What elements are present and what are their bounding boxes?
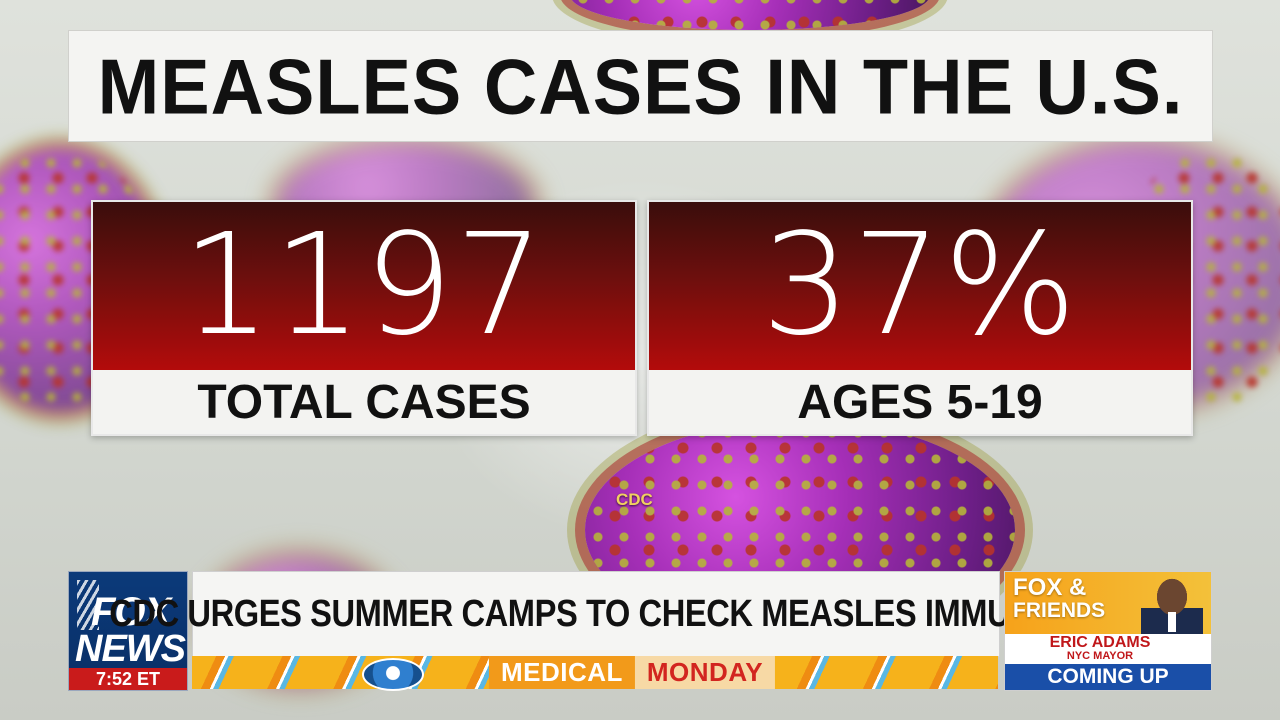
segment-banner: MEDICAL MONDAY — [192, 656, 998, 691]
stat-value-panel: 37% — [649, 202, 1191, 370]
coming-up-promo: FOX & FRIENDS ERIC ADAMS NYC MAYOR COMIN… — [1004, 571, 1212, 691]
stat-value-panel: 1197 — [93, 202, 635, 370]
logo-news-text: NEWS — [75, 628, 186, 670]
promo-show-panel: FOX & FRIENDS — [1005, 572, 1211, 634]
graphic-title-bar: MEASLES CASES IN THE U.S. — [68, 30, 1213, 142]
show-name-line1: FOX & — [1013, 574, 1087, 601]
guest-name: ERIC ADAMS — [1049, 634, 1151, 651]
guest-portrait — [1141, 576, 1203, 634]
guest-title: NYC MAYOR — [1066, 650, 1134, 662]
globe-icon — [362, 658, 424, 691]
stat-label: TOTAL CASES — [197, 375, 531, 429]
fox-news-logo: FOX NEWS 7:52 ET — [68, 571, 188, 691]
graphic-title: MEASLES CASES IN THE U.S. — [97, 42, 1184, 130]
headline-bar: CDC URGES SUMMER CAMPS TO CHECK MEASLES … — [109, 571, 1083, 657]
coming-up-tag: COMING UP — [1005, 664, 1211, 690]
segment-word-monday: MONDAY — [634, 656, 776, 689]
stat-label-panel: TOTAL CASES — [93, 370, 635, 434]
stat-label-panel: AGES 5-19 — [649, 370, 1191, 434]
logo-stripes-icon — [77, 580, 99, 630]
segment-word-medical: MEDICAL — [488, 656, 635, 689]
stat-card-total-cases: 1197 TOTAL CASES — [91, 200, 637, 436]
stat-value: 1197 — [181, 204, 547, 367]
clock-time: 7:52 ET — [69, 668, 187, 690]
stat-label: AGES 5-19 — [797, 375, 1043, 429]
headline-text: CDC URGES SUMMER CAMPS TO CHECK MEASLES … — [109, 592, 1083, 635]
show-name-line2: FRIENDS — [1013, 599, 1106, 622]
stat-card-ages: 37% AGES 5-19 — [647, 200, 1193, 436]
stat-value: 37% — [761, 204, 1079, 367]
segment-badge: MEDICAL MONDAY — [488, 656, 776, 689]
fox-friends-logo: FOX & FRIENDS — [1013, 574, 1106, 622]
logo-fox-text: FOX — [91, 590, 171, 634]
cdc-watermark: CDC — [616, 490, 653, 509]
